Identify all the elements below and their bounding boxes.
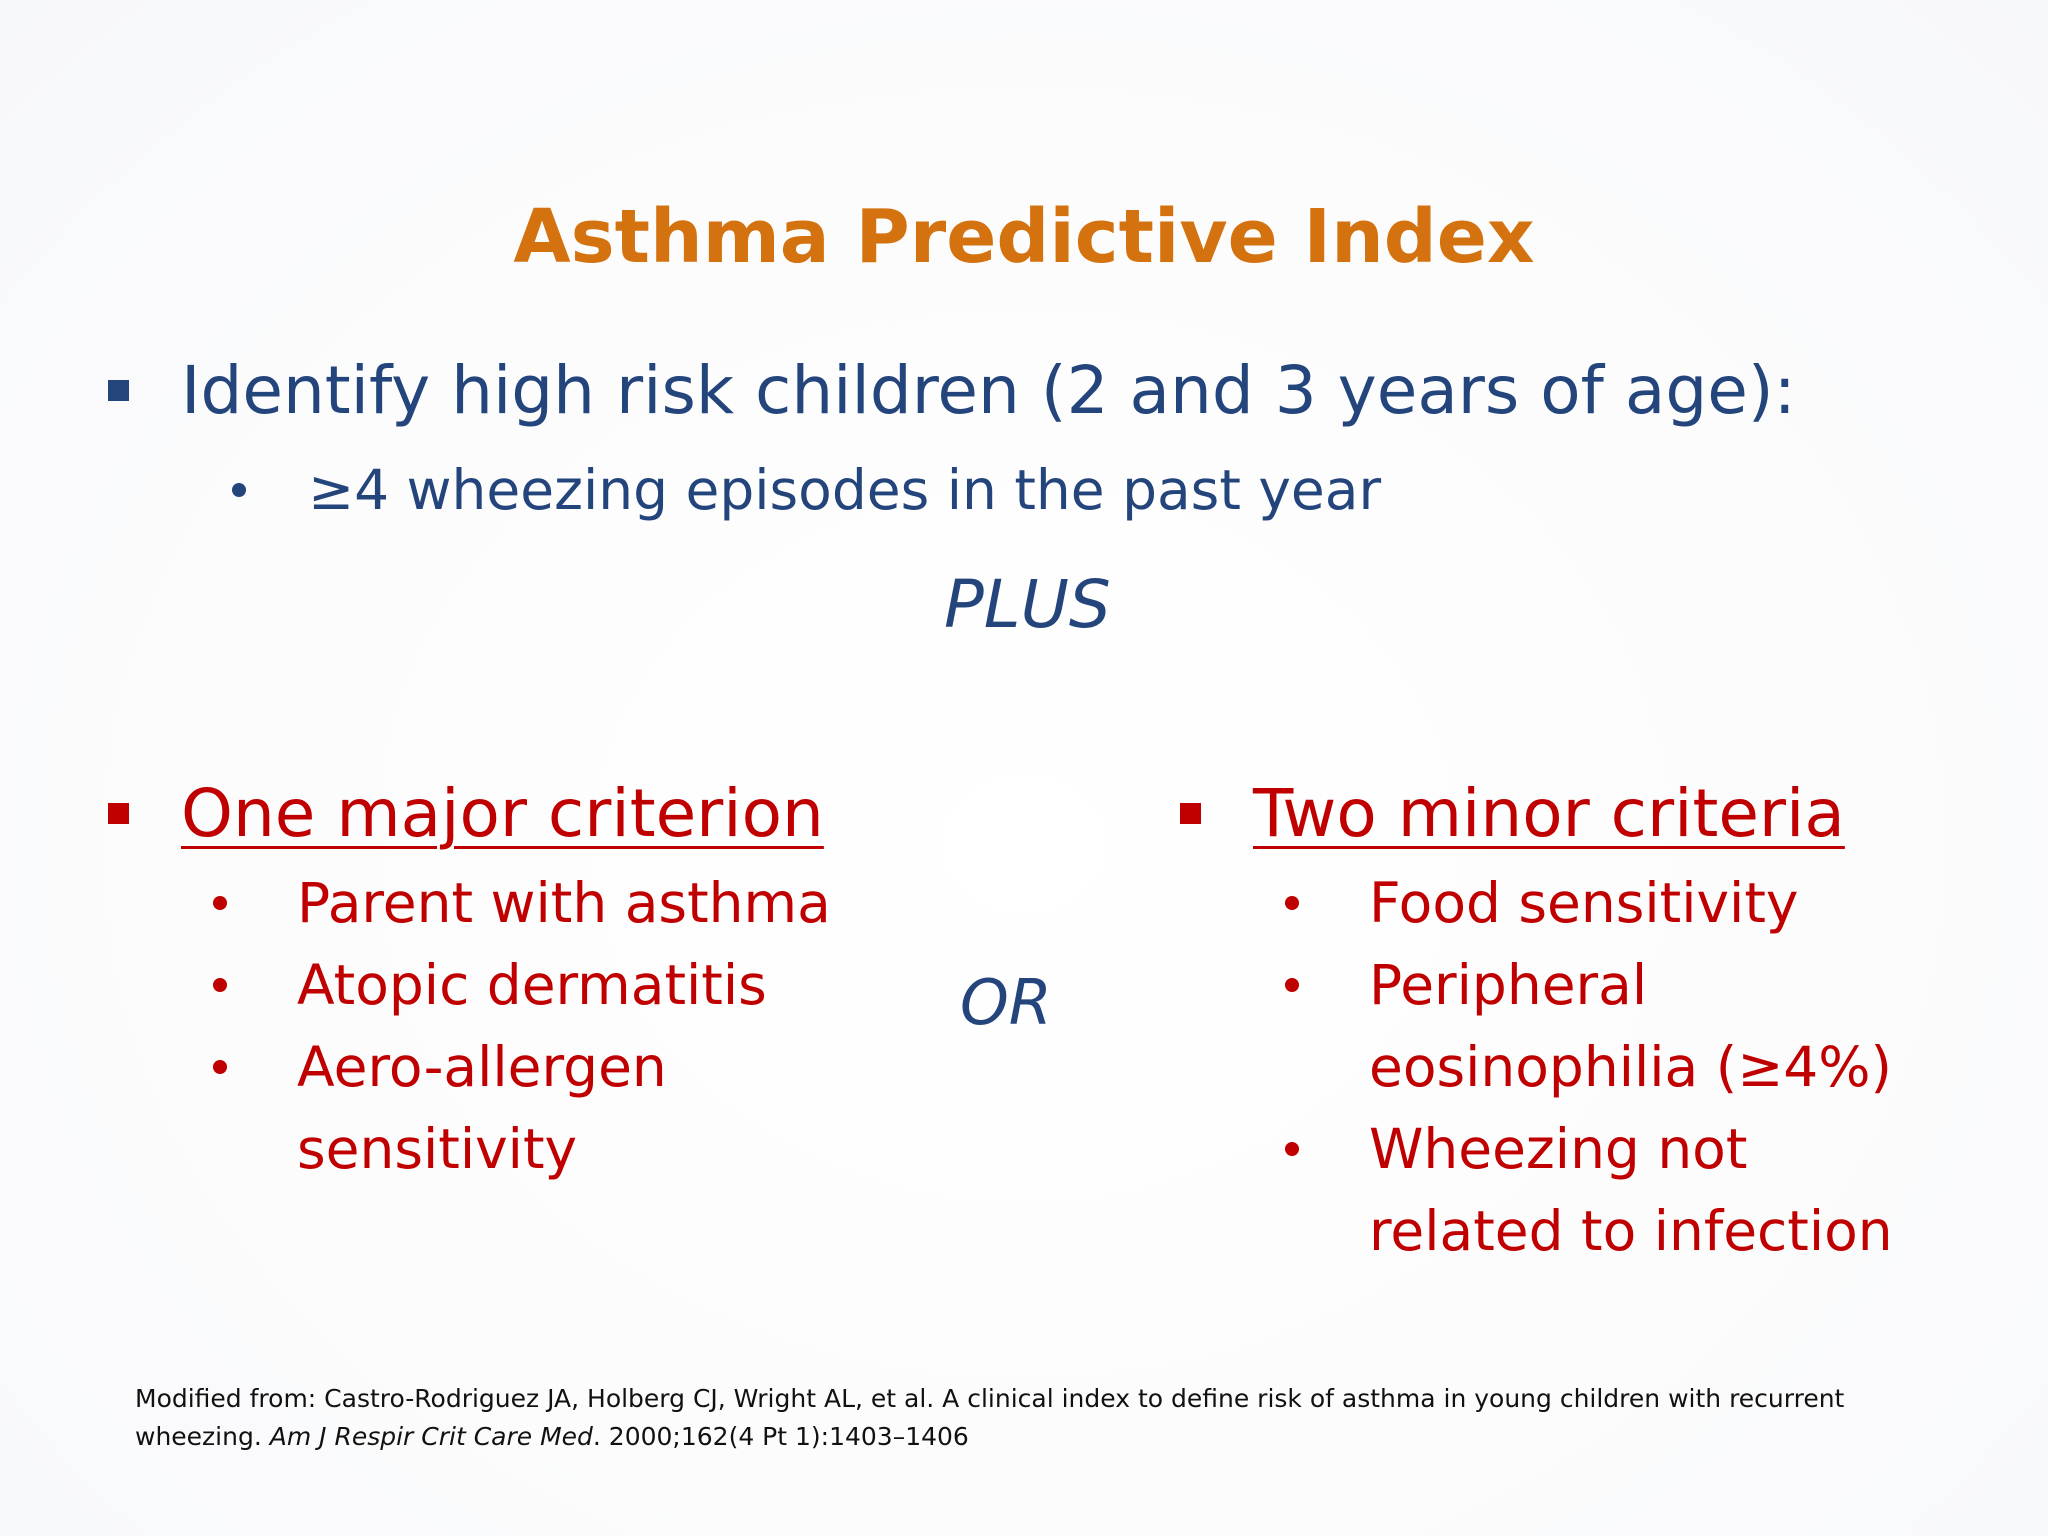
list-item-text: Aero-allergen sensitivity [297, 1035, 667, 1181]
round-bullet-icon [1285, 978, 1299, 992]
minor-criteria-list: Food sensitivity Peripheral eosinophilia… [1285, 862, 2025, 1272]
main-bullet: Identify high risk children (2 and 3 yea… [108, 345, 1796, 435]
square-bullet-icon [1180, 802, 1201, 824]
round-bullet-icon [1285, 896, 1299, 910]
plus-label: PLUS [944, 566, 1111, 643]
minor-criteria-heading-text: Two minor criteria [1253, 774, 1845, 852]
major-criterion-heading: One major criterion [108, 768, 824, 858]
citation-text: Modified from: Castro-Rodriguez JA, Holb… [135, 1384, 1845, 1451]
or-label: OR [960, 966, 1052, 1039]
main-bullet-text: Identify high risk children (2 and 3 yea… [181, 351, 1796, 429]
square-bullet-icon [108, 802, 129, 824]
list-item: Food sensitivity [1285, 862, 2025, 944]
round-bullet-icon [232, 483, 246, 497]
square-bullet-icon [108, 379, 129, 401]
slide-title: Asthma Predictive Index [513, 194, 1535, 280]
list-item: Aero-allergen sensitivity [213, 1026, 913, 1190]
sub-bullet: ≥4 wheezing episodes in the past year [232, 455, 1381, 525]
citation-journal: Am J Respir Crit Care Med [269, 1422, 593, 1451]
list-item-text: Parent with asthma [297, 871, 831, 935]
round-bullet-icon [213, 978, 227, 992]
citation-details: . 2000;162(4 Pt 1):1403–1406 [592, 1422, 969, 1451]
list-item: Peripheral eosinophilia (≥4%) [1285, 944, 2025, 1108]
minor-criteria-heading: Two minor criteria [1180, 768, 1845, 858]
major-criteria-list: Parent with asthma Atopic dermatitis Aer… [213, 862, 913, 1190]
list-item-text: Peripheral eosinophilia (≥4%) [1369, 953, 1892, 1099]
sub-bullet-text: ≥4 wheezing episodes in the past year [308, 458, 1382, 522]
citation-footnote: Modified from: Castro-Rodriguez JA, Holb… [135, 1380, 1975, 1456]
list-item: Wheezing not related to infection [1285, 1108, 2025, 1272]
list-item-text: Food sensitivity [1369, 871, 1799, 935]
list-item-text: Wheezing not related to infection [1369, 1117, 1893, 1263]
round-bullet-icon [213, 1060, 227, 1074]
list-item-text: Atopic dermatitis [297, 953, 767, 1017]
round-bullet-icon [1285, 1142, 1299, 1156]
major-criterion-heading-text: One major criterion [181, 774, 824, 852]
round-bullet-icon [213, 896, 227, 910]
list-item: Parent with asthma [213, 862, 913, 944]
list-item: Atopic dermatitis [213, 944, 913, 1026]
